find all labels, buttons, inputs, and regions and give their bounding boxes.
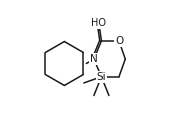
- Text: O: O: [115, 36, 123, 46]
- Text: Si: Si: [97, 72, 106, 82]
- Text: HO: HO: [91, 18, 106, 28]
- Text: N: N: [90, 54, 98, 64]
